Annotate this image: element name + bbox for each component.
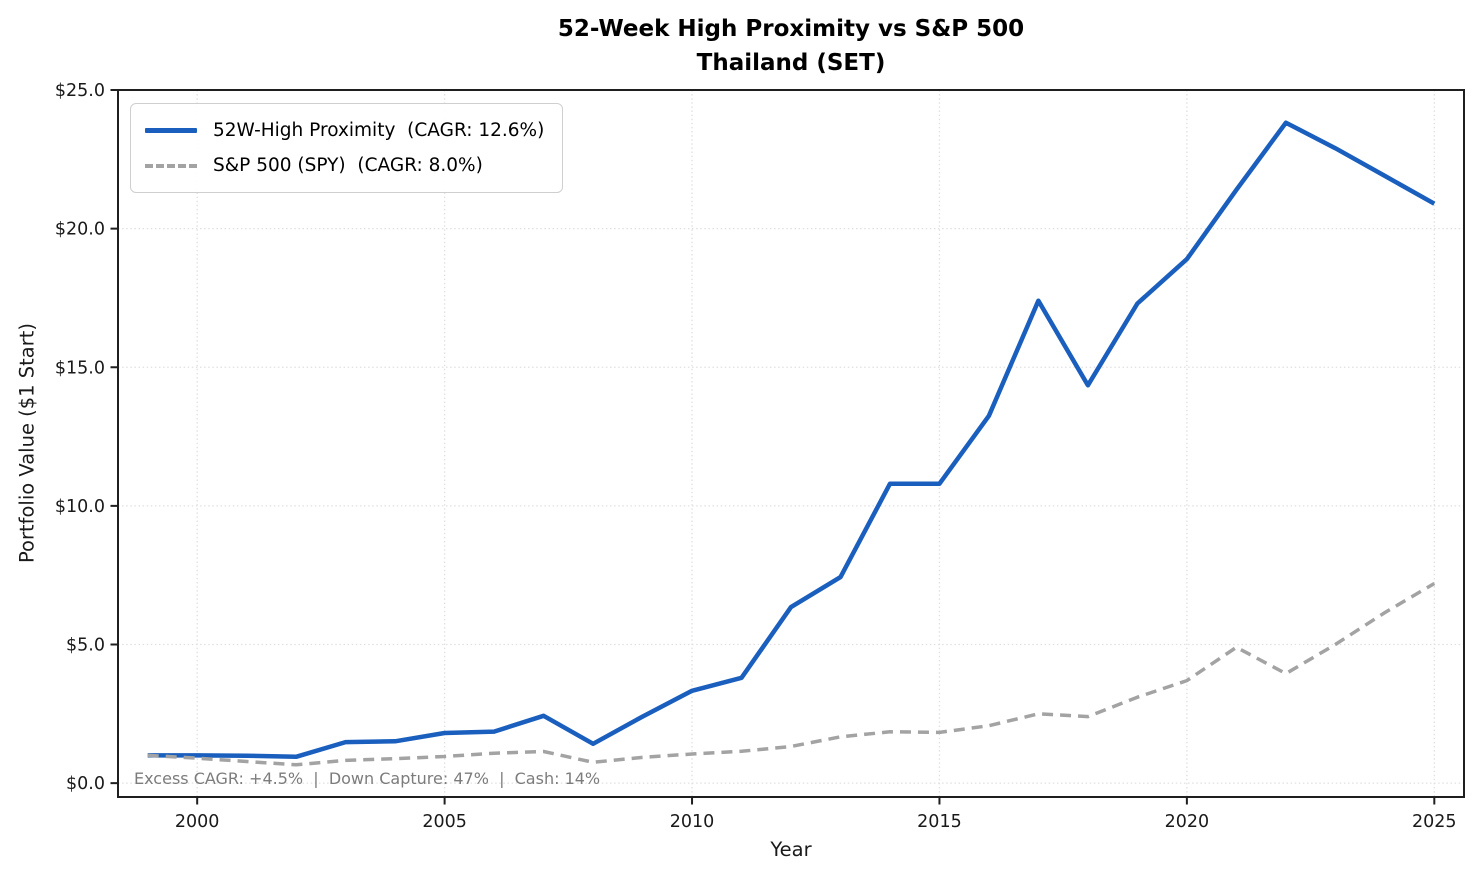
legend-line-sample-dashed-icon <box>145 163 197 168</box>
y-tick-label: $20.0 <box>55 220 105 240</box>
series-line-52w-high <box>147 120 1436 760</box>
y-tick-label: $5.0 <box>66 636 105 656</box>
legend: 52W-High Proximity (CAGR: 12.6%) S&P 500… <box>130 103 564 193</box>
x-axis-label: Year <box>770 838 812 861</box>
legend-line-sample-solid-icon <box>145 128 197 133</box>
plot-spines <box>117 89 1465 798</box>
x-tick-label: 2020 <box>1165 812 1210 832</box>
x-tick-label: 2000 <box>175 812 220 832</box>
legend-label-52w-high-proximity: 52W-High Proximity (CAGR: 12.6%) <box>213 120 545 141</box>
x-tick-label: 2005 <box>422 812 467 832</box>
x-tick-label: 2010 <box>670 812 715 832</box>
legend-item-sp500: S&P 500 (SPY) (CAGR: 8.0%) <box>145 148 544 183</box>
y-tick-label: $10.0 <box>55 497 105 517</box>
chart-title: 52-Week High Proximity vs S&P 500 Thaila… <box>118 12 1464 80</box>
y-tick-label: $15.0 <box>55 358 105 378</box>
y-tick-label: $25.0 <box>55 81 105 101</box>
chart-title-line2: Thailand (SET) <box>696 50 886 76</box>
legend-item-52w-high-proximity: 52W-High Proximity (CAGR: 12.6%) <box>145 113 544 148</box>
y-axis-label: Portfolio Value ($1 Start) <box>15 322 39 564</box>
legend-label-sp500: S&P 500 (SPY) (CAGR: 8.0%) <box>213 155 483 176</box>
y-tick-label: $0.0 <box>66 774 105 794</box>
chart-title-line1: 52-Week High Proximity vs S&P 500 <box>557 16 1025 42</box>
x-tick-label: 2015 <box>917 812 962 832</box>
stats-annotation: Excess CAGR: +4.5% | Down Capture: 47% |… <box>134 769 601 788</box>
x-tick-label: 2025 <box>1412 812 1457 832</box>
